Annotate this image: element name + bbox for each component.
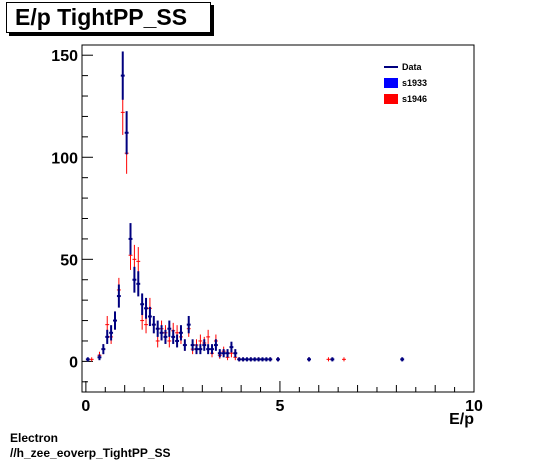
data-point-Data: [268, 357, 273, 362]
data-point-Data: [225, 349, 230, 358]
data-point-Data: [217, 349, 222, 358]
data-point-Data: [241, 357, 246, 362]
data-point-Data: [97, 354, 102, 361]
data-point-Data: [276, 357, 280, 362]
data-point-Data: [144, 297, 148, 319]
data-point-Data: [260, 357, 265, 362]
legend-label-Data: Data: [402, 62, 423, 72]
data-point-Data: [400, 357, 405, 362]
data-point-Data: [171, 329, 176, 344]
data-point-Data: [190, 339, 195, 351]
data-point-Data: [175, 334, 180, 348]
data-point-Data: [330, 357, 335, 362]
data-point-Data: [256, 357, 261, 362]
data-point-Data: [151, 315, 156, 334]
data-point-Data: [109, 325, 114, 341]
data-point-Data: [182, 339, 187, 351]
data-point-Data: [307, 357, 311, 362]
x-axis-label: E/p: [449, 411, 474, 428]
data-point-Data: [140, 293, 145, 316]
x-tick-label: 10: [465, 398, 483, 415]
data-marks: [85, 51, 405, 362]
legend: Data s1933 s1946: [384, 62, 427, 104]
data-point-Data: [198, 344, 203, 355]
data-point-Data: [128, 223, 133, 255]
data-point-s1946: [89, 357, 94, 362]
legend-box-s1933: [384, 78, 398, 88]
data-point-Data: [233, 349, 238, 358]
data-point-Data: [245, 357, 249, 362]
data-point-s1946: [206, 329, 211, 344]
data-point-Data: [210, 344, 214, 355]
data-point-Data: [124, 111, 129, 155]
x-tick-label: 5: [275, 398, 284, 415]
data-point-Data: [113, 311, 117, 330]
data-point-Data: [105, 329, 110, 344]
chart-title-box: E/p TightPP_SS: [6, 2, 211, 33]
data-point-s1946: [326, 357, 331, 362]
data-point-Data: [186, 315, 191, 334]
data-point-Data: [147, 306, 152, 327]
data-point-Data: [116, 284, 121, 308]
legend-label-s1933: s1933: [402, 78, 427, 88]
data-point-Data: [159, 325, 164, 341]
data-point-Data: [101, 344, 106, 355]
data-point-Data: [229, 341, 234, 353]
x-tick-label: 0: [81, 398, 90, 415]
data-point-Data: [264, 357, 269, 362]
data-point-Data: [132, 266, 137, 293]
data-point-Data: [202, 339, 207, 351]
caption-line1: Electron: [10, 431, 59, 445]
y-tick-label: 150: [51, 48, 78, 65]
y-tick-label: 0: [69, 354, 78, 371]
data-point-s1946: [342, 357, 346, 362]
data-point-Data: [237, 357, 242, 362]
caption-line2: //h_zee_eoverp_TightPP_SS: [10, 446, 171, 460]
data-point-Data: [194, 344, 199, 355]
data-point-Data: [163, 329, 168, 344]
data-point-Data: [167, 320, 172, 337]
data-point-s1946: [144, 315, 148, 334]
data-point-Data: [252, 357, 257, 362]
data-point-Data: [248, 357, 253, 362]
data-point-Data: [85, 357, 90, 362]
legend-label-s1946: s1946: [402, 94, 427, 104]
y-tick-label: 100: [51, 150, 78, 167]
data-point-Data: [213, 339, 218, 351]
chart-title: E/p TightPP_SS: [15, 4, 188, 30]
data-point-Data: [120, 51, 125, 100]
legend-box-s1946: [384, 94, 398, 104]
data-point-Data: [179, 325, 183, 341]
data-point-Data: [206, 344, 211, 355]
data-point-Data: [136, 271, 141, 297]
y-tick-label: 50: [60, 252, 78, 269]
data-point-Data: [155, 320, 160, 337]
data-point-Data: [221, 349, 226, 358]
data-point-s1946: [136, 247, 141, 276]
